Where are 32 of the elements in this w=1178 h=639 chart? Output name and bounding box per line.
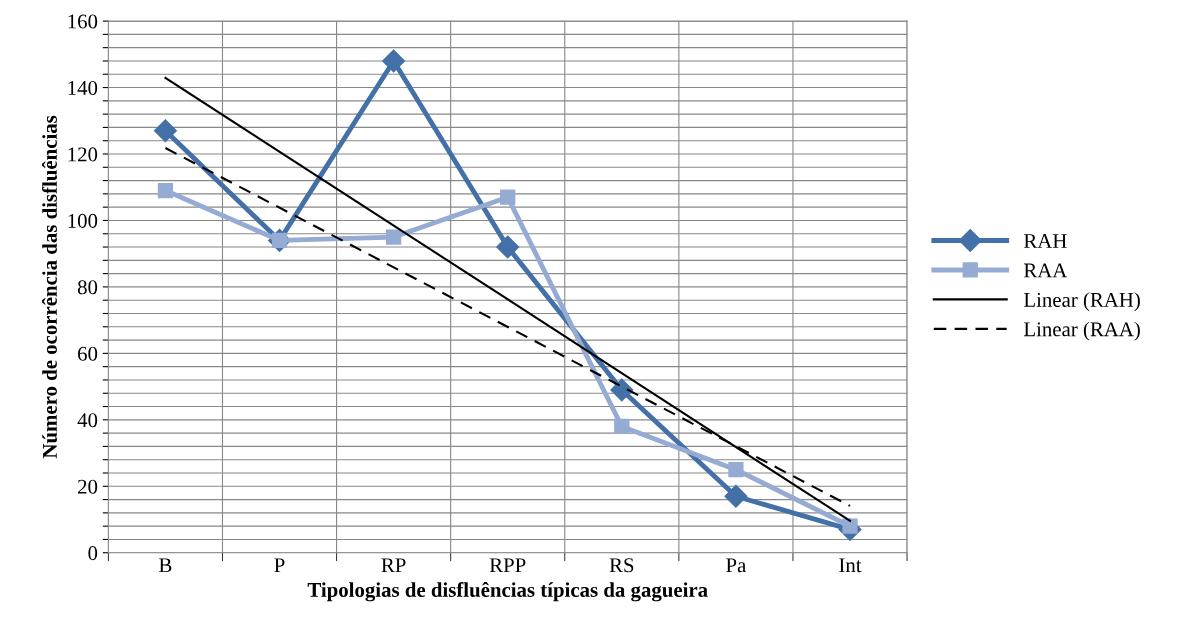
legend-label: Linear (RAH) xyxy=(1023,292,1140,312)
x-axis-title: Tipologias de disfluências típicas da gagueira xyxy=(307,582,708,602)
x-tick-label: RPP xyxy=(489,558,526,573)
y-tick-label: 100 xyxy=(68,213,98,228)
y-tick-label: 160 xyxy=(68,14,98,29)
y-tick-label: 140 xyxy=(68,80,98,95)
x-tick-label: P xyxy=(274,558,285,573)
point xyxy=(153,119,177,143)
y-tick-label: 120 xyxy=(68,147,98,162)
point xyxy=(614,418,630,435)
y-axis-title: Número de ocorrência das disfluências xyxy=(42,115,57,459)
x-tick-label: B xyxy=(159,558,172,573)
y-tick-label: 60 xyxy=(78,346,98,361)
point xyxy=(724,484,748,508)
x-tick-label: Pa xyxy=(726,558,747,573)
x-tick-label: RS xyxy=(609,558,634,573)
point xyxy=(496,235,520,259)
point xyxy=(728,462,744,478)
y-tick-label: 40 xyxy=(77,413,98,428)
point xyxy=(157,182,174,199)
point xyxy=(382,49,406,73)
y-tick-label: 0 xyxy=(88,546,98,561)
x-tick-label: Int xyxy=(839,558,862,573)
y-tick-label: 20 xyxy=(78,479,98,494)
y-tick-label: 80 xyxy=(77,280,98,295)
legend-label: Linear (RAA) xyxy=(1023,321,1140,341)
point xyxy=(610,378,634,402)
x-tick-label: RP xyxy=(381,558,406,573)
point xyxy=(385,229,402,245)
point xyxy=(500,189,516,205)
legend-label: RAA xyxy=(1023,263,1068,278)
legend-label: RAH xyxy=(1023,234,1067,248)
